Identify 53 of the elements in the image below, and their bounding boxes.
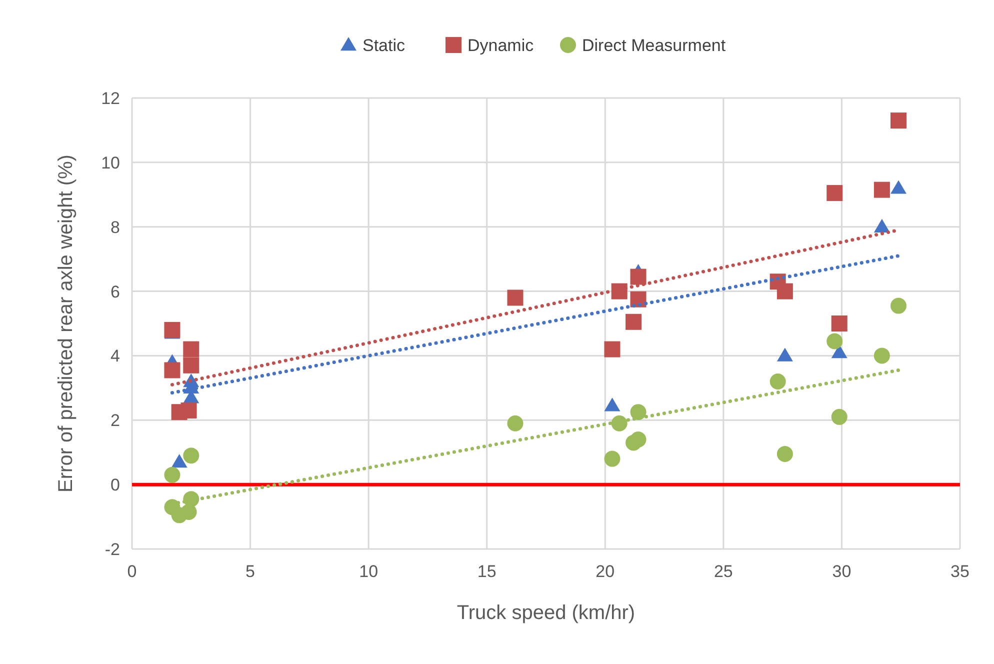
y-tick-label: 0 <box>110 476 120 495</box>
point <box>776 348 793 362</box>
point <box>183 357 200 374</box>
y-tick-label: 4 <box>110 346 120 366</box>
y-tick-label: 8 <box>110 218 120 237</box>
point <box>890 180 906 194</box>
point <box>630 431 646 448</box>
x-tick-label: 30 <box>832 562 852 581</box>
point <box>626 314 642 330</box>
y-tick-label: 2 <box>110 411 120 430</box>
point <box>183 448 200 464</box>
point <box>770 373 786 390</box>
point <box>164 322 180 338</box>
point <box>874 348 890 364</box>
point <box>507 290 524 306</box>
point <box>826 333 843 350</box>
point <box>180 402 197 418</box>
legend-label: Direct Measurment <box>582 36 726 55</box>
point <box>183 341 200 358</box>
point <box>890 112 906 129</box>
y-tick-label: 6 <box>110 282 120 302</box>
point <box>630 268 646 285</box>
point <box>164 466 180 483</box>
x-tick-label: 20 <box>596 562 615 581</box>
point <box>630 404 646 420</box>
x-tick-label: 0 <box>127 562 137 581</box>
point <box>874 182 890 198</box>
y-tick-label: 10 <box>101 153 120 172</box>
y-tick-label: 12 <box>101 89 120 108</box>
point <box>164 362 180 378</box>
x-axis-title: Truck speed (km/hr) <box>456 602 636 624</box>
y-tick-label: -2 <box>104 540 120 559</box>
point <box>831 408 848 425</box>
x-tick-label: 25 <box>714 562 733 581</box>
x-tick-label: 15 <box>477 562 496 581</box>
point <box>180 504 197 520</box>
point <box>826 185 843 202</box>
point <box>604 398 620 412</box>
point <box>604 450 620 467</box>
y-axis-title: Error of predicted rear axle weight (%) <box>55 154 77 492</box>
legend-label: Static <box>362 36 406 55</box>
point <box>507 415 524 432</box>
point <box>604 341 620 358</box>
point <box>874 218 890 232</box>
x-tick-label: 5 <box>246 562 256 581</box>
x-tick-label: 10 <box>359 562 378 581</box>
point <box>776 446 793 462</box>
point <box>890 298 906 314</box>
x-tick-label: 35 <box>950 562 970 581</box>
point <box>831 316 848 332</box>
point <box>171 454 188 468</box>
legend-label: Dynamic <box>468 36 534 55</box>
point <box>776 283 793 300</box>
